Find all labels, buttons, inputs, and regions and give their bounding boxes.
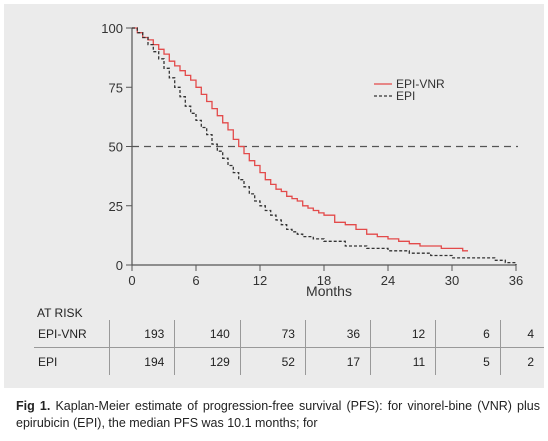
at-risk-cell: 36 <box>304 320 371 348</box>
y-tick-label: 0 <box>116 258 123 273</box>
at-risk-cell: 193 <box>108 320 175 348</box>
chart-axes: 0 6 12 18 24 30 36 0 25 50 75 100 <box>101 21 523 288</box>
caption-label: Fig 1. <box>16 399 51 413</box>
x-axis-title: Months <box>306 283 352 299</box>
at-risk-row: EPI-VNR 193 140 73 36 12 6 4 <box>34 320 544 348</box>
x-tick-label: 0 <box>128 273 135 288</box>
at-risk-cell: 6 <box>435 320 501 348</box>
x-tick-label: 18 <box>317 273 331 288</box>
x-tick-label: 6 <box>192 273 199 288</box>
y-tick-label: 50 <box>109 140 123 155</box>
at-risk-cell: 11 <box>370 347 436 375</box>
legend-entry: EPI <box>396 89 415 103</box>
series-line-epi-vnr <box>132 27 468 252</box>
at-risk-row-label: EPI-VNR <box>34 320 110 348</box>
y-tick-label: 75 <box>109 80 123 95</box>
figure-panel: 0 6 12 18 24 30 36 0 25 50 75 100 EPI-VNR EPI Months… <box>4 4 544 388</box>
at-risk-cell: 140 <box>174 320 241 348</box>
at-risk-cell: 2 <box>499 347 544 375</box>
x-tick-label: 36 <box>509 273 523 288</box>
survival-curves <box>132 27 517 265</box>
at-risk-cell: 12 <box>370 320 436 348</box>
at-risk-cell: 129 <box>174 347 241 375</box>
series-line-epi <box>132 27 517 265</box>
at-risk-cell: 52 <box>239 347 306 375</box>
legend-entry: EPI-VNR <box>396 77 445 91</box>
at-risk-row: EPI 194 129 52 17 11 5 2 <box>34 347 544 375</box>
at-risk-cell: 4 <box>499 320 544 348</box>
at-risk-cell: 194 <box>108 347 175 375</box>
y-tick-label: 25 <box>109 199 123 214</box>
at-risk-cell: 5 <box>435 347 501 375</box>
x-tick-label: 12 <box>253 273 267 288</box>
x-tick-label: 30 <box>445 273 459 288</box>
at-risk-table: EPI-VNR 193 140 73 36 12 6 4 EPI 194 129 52 17 11 5 2 <box>34 320 544 375</box>
y-tick-label: 100 <box>101 21 123 36</box>
at-risk-row-label: EPI <box>38 354 58 369</box>
at-risk-cell: 17 <box>304 347 371 375</box>
at-risk-title: AT RISK <box>37 306 83 320</box>
x-tick-label: 24 <box>381 273 395 288</box>
at-risk-cell: 73 <box>239 320 306 348</box>
figure-caption: Fig 1. Kaplan-Meier estimate of progress… <box>16 398 540 432</box>
caption-text: Kaplan-Meier estimate of progression-fre… <box>16 399 540 430</box>
